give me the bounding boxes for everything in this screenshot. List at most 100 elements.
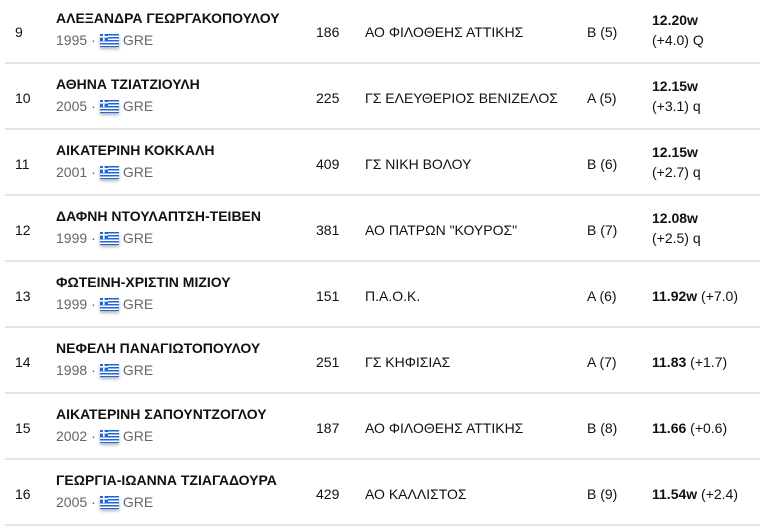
birth-year: 2002 bbox=[56, 428, 88, 444]
mark: 12.15w bbox=[652, 78, 698, 94]
athlete-name[interactable]: ΑΘΗΝΑ ΤΖΙΑΤΖΙΟΥΛΗ bbox=[56, 76, 200, 92]
bib-number: 409 bbox=[316, 156, 340, 172]
club: ΓΣ ΝΙΚΗ ΒΟΛΟΥ bbox=[365, 156, 472, 172]
result-row: 11 ΑΙΚΑΤΕΡΙΝΗ ΚΟΚΚΑΛΗ 2001 · GRE 409 ΓΣ ΝΙ… bbox=[5, 130, 760, 196]
birth-year: 2005 bbox=[56, 494, 88, 510]
result-row: 14 ΝΕΦΕΛΗ ΠΑΝΑΓΙΩΤΟΠΟΥΛΟΥ 1998 · GRE 251 Γ… bbox=[5, 328, 760, 394]
athlete-info: 2005 · GRE bbox=[56, 98, 153, 114]
separator: · bbox=[91, 296, 96, 312]
bib-number: 251 bbox=[316, 354, 340, 370]
birth-year: 1999 bbox=[56, 230, 88, 246]
mark: 12.08w bbox=[652, 210, 698, 226]
result: 12.15w (+3.1) q bbox=[652, 76, 701, 116]
athlete-info: 1998 · GRE bbox=[56, 362, 153, 378]
heat: Β (7) bbox=[587, 222, 618, 238]
heat: Β (8) bbox=[587, 420, 618, 436]
separator: · bbox=[91, 362, 96, 378]
rank: 12 bbox=[15, 222, 31, 238]
result-row: 9 ΑΛΕΞΑΝΔΡΑ ΓΕΩΡΓΑΚΟΠΟΥΛΟΥ 1995 · GRE 186 … bbox=[5, 0, 760, 64]
birth-year: 2001 bbox=[56, 164, 88, 180]
club: ΑΟ ΦΙΛΟΘΕΗΣ ΑΤΤΙΚΗΣ bbox=[365, 420, 524, 436]
country: GRE bbox=[122, 362, 154, 378]
rank: 16 bbox=[15, 486, 31, 502]
club: ΑΟ ΚΑΛΛΙΣΤΟΣ bbox=[365, 486, 467, 502]
country: GRE bbox=[122, 428, 154, 444]
club: ΑΟ ΦΙΛΟΘΕΗΣ ΑΤΤΙΚΗΣ bbox=[365, 24, 524, 40]
club: ΓΣ ΕΛΕΥΘΕΡΙΟΣ ΒΕΝΙΖΕΛΟΣ bbox=[365, 90, 558, 106]
result: 12.08w (+2.5) q bbox=[652, 208, 701, 248]
separator: · bbox=[91, 230, 96, 246]
club: Π.Α.Ο.Κ. bbox=[365, 288, 421, 304]
athlete-name[interactable]: ΦΩΤΕΙΝΗ-ΧΡΙΣΤΙΝ ΜΙΖΙΟΥ bbox=[56, 274, 231, 290]
country: GRE bbox=[122, 32, 154, 48]
result: 12.20w (+4.0) Q bbox=[652, 10, 704, 50]
wind: (+0.6) bbox=[690, 420, 728, 436]
separator: · bbox=[91, 98, 96, 114]
greece-flag-icon bbox=[99, 99, 119, 113]
separator: · bbox=[91, 32, 96, 48]
athlete-name[interactable]: ΑΛΕΞΑΝΔΡΑ ΓΕΩΡΓΑΚΟΠΟΥΛΟΥ bbox=[56, 10, 280, 26]
country: GRE bbox=[122, 494, 154, 510]
country: GRE bbox=[122, 98, 154, 114]
result: 11.66 (+0.6) bbox=[652, 420, 727, 436]
wind: (+3.1) q bbox=[652, 98, 701, 114]
club: ΓΣ ΚΗΦΙΣΙΑΣ bbox=[365, 354, 451, 370]
result: 11.83 (+1.7) bbox=[652, 354, 727, 370]
mark: 11.92w bbox=[652, 288, 698, 304]
wind: (+1.7) bbox=[690, 354, 728, 370]
mark: 11.66 bbox=[652, 420, 687, 436]
athlete-info: 1995 · GRE bbox=[56, 32, 153, 48]
rank: 14 bbox=[15, 354, 31, 370]
country: GRE bbox=[122, 164, 154, 180]
wind: (+7.0) bbox=[701, 288, 739, 304]
greece-flag-icon bbox=[99, 429, 119, 443]
heat: Α (7) bbox=[587, 354, 617, 370]
birth-year: 1999 bbox=[56, 296, 88, 312]
wind: (+2.4) bbox=[701, 486, 739, 502]
athlete-name[interactable]: ΑΙΚΑΤΕΡΙΝΗ ΣΑΠΟΥΝΤΖΟΓΛΟΥ bbox=[56, 406, 267, 422]
rank: 9 bbox=[15, 24, 23, 40]
separator: · bbox=[91, 428, 96, 444]
greece-flag-icon bbox=[99, 495, 119, 509]
athlete-info: 2005 · GRE bbox=[56, 494, 153, 510]
wind: (+2.7) q bbox=[652, 164, 701, 180]
result: 12.15w (+2.7) q bbox=[652, 142, 701, 182]
birth-year: 1998 bbox=[56, 362, 88, 378]
rank: 11 bbox=[15, 156, 30, 172]
mark: 12.20w bbox=[652, 12, 698, 28]
result-row: 12 ΔΑΦΝΗ ΝΤΟΥΛΑΠΤΣΗ-ΤΕΙΒΕΝ 1999 · GRE 381 … bbox=[5, 196, 760, 262]
bib-number: 187 bbox=[316, 420, 340, 436]
country: GRE bbox=[122, 230, 154, 246]
athlete-name[interactable]: ΓΕΩΡΓΙΑ-ΙΩΑΝΝΑ ΤΖΙΑΓΑΔΟΥΡΑ bbox=[56, 472, 277, 488]
greece-flag-icon bbox=[99, 297, 119, 311]
athlete-info: 2001 · GRE bbox=[56, 164, 153, 180]
bib-number: 225 bbox=[316, 90, 340, 106]
rank: 15 bbox=[15, 420, 31, 436]
athlete-info: 1999 · GRE bbox=[56, 230, 153, 246]
bib-number: 381 bbox=[316, 222, 340, 238]
result-row: 10 ΑΘΗΝΑ ΤΖΙΑΤΖΙΟΥΛΗ 2005 · GRE 225 ΓΣ ΕΛΕ… bbox=[5, 64, 760, 130]
heat: Α (6) bbox=[587, 288, 617, 304]
result: 11.54w (+2.4) bbox=[652, 486, 738, 502]
result-row: 16 ΓΕΩΡΓΙΑ-ΙΩΑΝΝΑ ΤΖΙΑΓΑΔΟΥΡΑ 2005 · GRE 4… bbox=[5, 460, 760, 526]
separator: · bbox=[91, 164, 96, 180]
wind: (+2.5) q bbox=[652, 230, 701, 246]
result: 11.92w (+7.0) bbox=[652, 288, 738, 304]
heat: Α (5) bbox=[587, 90, 617, 106]
athlete-name[interactable]: ΑΙΚΑΤΕΡΙΝΗ ΚΟΚΚΑΛΗ bbox=[56, 142, 215, 158]
athlete-name[interactable]: ΔΑΦΝΗ ΝΤΟΥΛΑΠΤΣΗ-ΤΕΙΒΕΝ bbox=[56, 208, 261, 224]
country: GRE bbox=[122, 296, 154, 312]
heat: Β (6) bbox=[587, 156, 618, 172]
rank: 10 bbox=[15, 90, 31, 106]
rank: 13 bbox=[15, 288, 31, 304]
athlete-info: 2002 · GRE bbox=[56, 428, 153, 444]
separator: · bbox=[91, 494, 96, 510]
heat: Β (9) bbox=[587, 486, 618, 502]
birth-year: 1995 bbox=[56, 32, 88, 48]
greece-flag-icon bbox=[99, 33, 119, 47]
greece-flag-icon bbox=[99, 363, 119, 377]
greece-flag-icon bbox=[99, 165, 119, 179]
bib-number: 186 bbox=[316, 24, 340, 40]
athlete-name[interactable]: ΝΕΦΕΛΗ ΠΑΝΑΓΙΩΤΟΠΟΥΛΟΥ bbox=[56, 340, 261, 356]
